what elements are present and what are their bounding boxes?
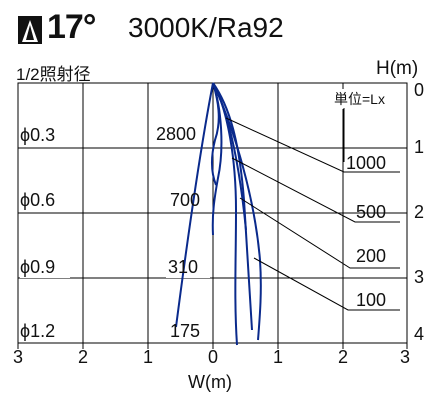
- width-tick: 3: [13, 347, 24, 367]
- leader-200: [239, 197, 400, 269]
- diameter-label: ϕ0.9: [20, 257, 56, 277]
- contour-lux-label: 1000: [346, 153, 387, 173]
- contour-lux-label: 500: [356, 202, 387, 222]
- diameter-label: ϕ1.2: [20, 321, 56, 341]
- width-tick: 3: [400, 347, 411, 367]
- lux-curve-700: [211, 82, 223, 236]
- leader-lines: [225, 108, 400, 311]
- height-tick: 2: [414, 202, 425, 222]
- contour-lux-label: 200: [356, 246, 387, 266]
- diameter-label: ϕ0.6: [20, 190, 56, 210]
- height-tick: 0: [414, 80, 425, 100]
- height-tick: 1: [414, 137, 425, 157]
- width-tick: 1: [273, 347, 284, 367]
- width-axis-ticks: [17, 343, 408, 349]
- width-tick: 2: [78, 347, 89, 367]
- lux-curve-100: [212, 82, 262, 341]
- width-tick: 0: [208, 347, 219, 367]
- height-axis-ticks: [401, 147, 407, 279]
- height-unit-label: H(m): [376, 58, 419, 79]
- beam-curves: [175, 82, 262, 346]
- height-tick: 4: [414, 324, 425, 344]
- color-spec-title: 3000K/Ra92: [128, 12, 284, 43]
- center-lux-value: 700: [170, 190, 201, 210]
- leader-100: [253, 257, 400, 311]
- width-tick: 2: [338, 347, 349, 367]
- center-lux-value: 175: [170, 321, 201, 341]
- center-lux-value: 2800: [156, 124, 197, 144]
- beam-edge-left: [175, 82, 214, 328]
- leader-1000: [225, 117, 400, 173]
- lux-unit-label: 単位=Lx: [334, 91, 385, 107]
- beam-angle-icon: [18, 16, 42, 44]
- beam-angle-title: 17°: [47, 8, 96, 46]
- height-tick: 3: [414, 267, 425, 287]
- contour-lux-label: 100: [356, 290, 387, 310]
- width-unit-label: W(m): [188, 372, 232, 392]
- diameter-label: ϕ0.3: [20, 125, 56, 145]
- lux-curve-1000: [212, 82, 238, 346]
- leader-500: [231, 157, 400, 223]
- half-beam-label: 1/2照射径: [16, 65, 91, 84]
- center-lux-value: 310: [168, 257, 199, 277]
- width-tick: 1: [143, 347, 154, 367]
